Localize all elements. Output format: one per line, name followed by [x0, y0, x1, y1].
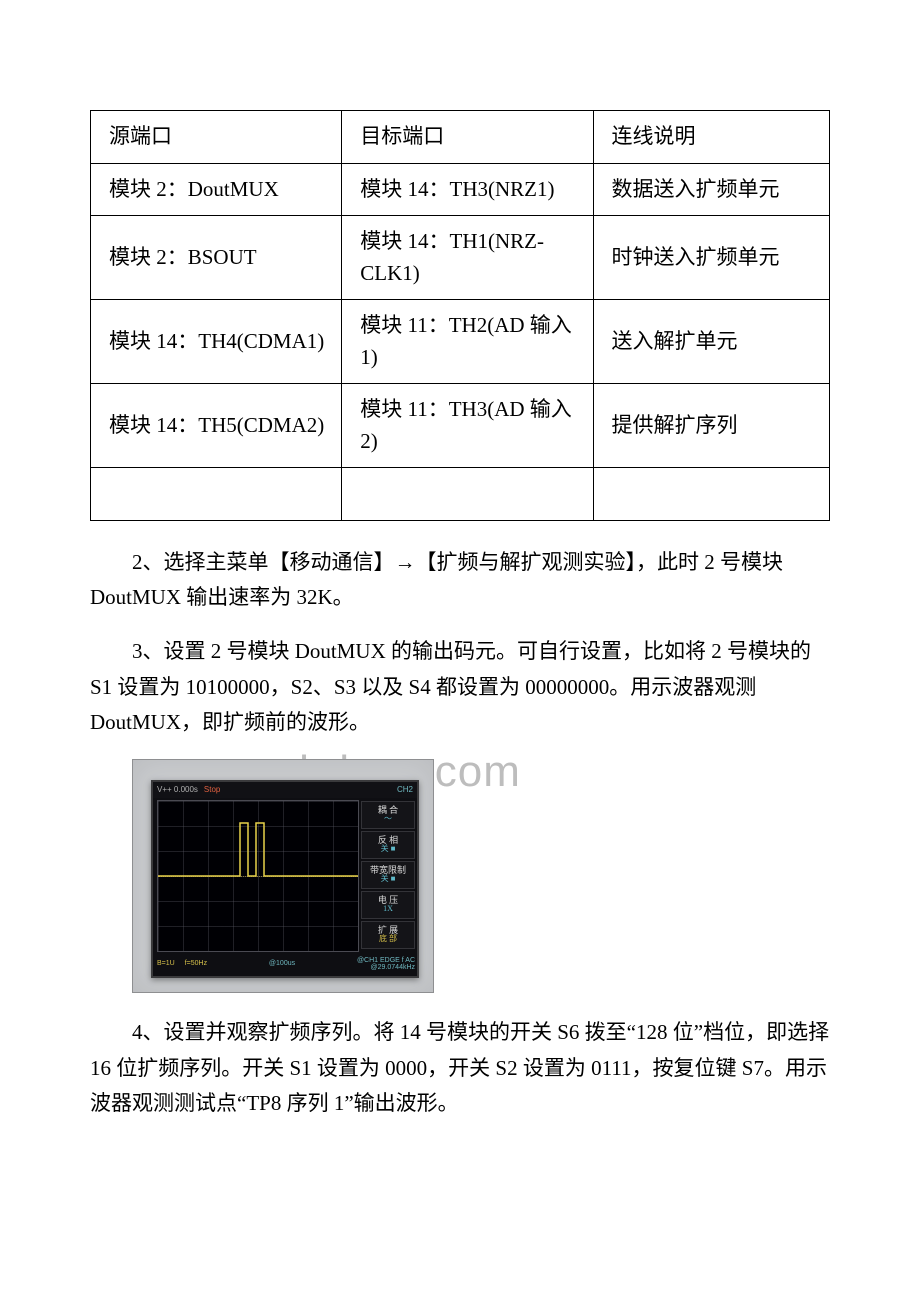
header-src: 源端口 — [91, 111, 342, 164]
scope-top-mid: Stop — [204, 785, 220, 794]
scope-bottombar: B=1U f=50Hz @100us @CH1 EDGE f AC @29.07… — [157, 954, 415, 974]
connection-table: 源端口 目标端口 连线说明 模块 2：DoutMUX 模块 14：TH3(NRZ… — [90, 110, 830, 521]
menu-value: ～ — [384, 815, 392, 824]
menu-value: 1X — [383, 905, 393, 914]
cell-dst: 模块 14：TH1(NRZ-CLK1) — [342, 216, 593, 300]
menu-value: 关 ■ — [381, 875, 396, 884]
scope-menu-bwlimit: 带宽限制 关 ■ — [361, 861, 415, 889]
cell-src: 模块 14：TH4(CDMA1) — [91, 300, 342, 384]
menu-value: 底 部 — [379, 935, 397, 944]
scope-and-watermark: www.bdocx.com V++ 0.000s Stop CH2 耦 合 — [90, 759, 830, 993]
cell-src: 模块 14：TH5(CDMA2) — [91, 384, 342, 468]
document-page: 源端口 目标端口 连线说明 模块 2：DoutMUX 模块 14：TH3(NRZ… — [0, 0, 920, 1200]
scope-menu-voltage: 电 压 1X — [361, 891, 415, 919]
scope-sidebar: 耦 合 ～ 反 相 关 ■ 带宽限制 关 ■ 电 压 1X — [361, 800, 415, 950]
cell-desc: 送入解扩单元 — [593, 300, 830, 384]
paragraph-3-wrap: 3、设置 2 号模块 DoutMUX 的输出码元。可自行设置，比如将 2 号模块… — [90, 634, 830, 741]
table-header-row: 源端口 目标端口 连线说明 — [91, 111, 830, 164]
cell-empty — [342, 468, 593, 521]
scope-bb-right2: @29.0744kHz — [371, 964, 415, 971]
scope-top-left: V++ 0.000s — [157, 785, 198, 794]
menu-value: 关 ■ — [381, 845, 396, 854]
scope-menu-invert: 反 相 关 ■ — [361, 831, 415, 859]
cell-dst: 模块 14：TH3(NRZ1) — [342, 163, 593, 216]
table-row-empty — [91, 468, 830, 521]
cell-src: 模块 2：DoutMUX — [91, 163, 342, 216]
scope-bb-left1: B=1U — [157, 960, 175, 967]
cell-dst: 模块 11：TH2(AD 输入 1) — [342, 300, 593, 384]
cell-desc: 时钟送入扩频单元 — [593, 216, 830, 300]
cell-desc: 提供解扩序列 — [593, 384, 830, 468]
table-row: 模块 14：TH5(CDMA2) 模块 11：TH3(AD 输入 2) 提供解扩… — [91, 384, 830, 468]
scope-top-right: CH2 — [397, 785, 413, 794]
table-row: 模块 2：DoutMUX 模块 14：TH3(NRZ1) 数据送入扩频单元 — [91, 163, 830, 216]
table-row: 模块 14：TH4(CDMA1) 模块 11：TH2(AD 输入 1) 送入解扩… — [91, 300, 830, 384]
scope-topbar: V++ 0.000s Stop CH2 — [153, 782, 417, 798]
cell-empty — [593, 468, 830, 521]
cell-dst: 模块 11：TH3(AD 输入 2) — [342, 384, 593, 468]
scope-menu-coupling: 耦 合 ～ — [361, 801, 415, 829]
scope-bb-right1: @CH1 EDGE f AC — [357, 957, 415, 964]
paragraph-3: 3、设置 2 号模块 DoutMUX 的输出码元。可自行设置，比如将 2 号模块… — [90, 634, 830, 741]
scope-bb-left2: f=50Hz — [185, 960, 207, 967]
paragraph-2: 2、选择主菜单【移动通信】→【扩频与解扩观测实验】，此时 2 号模块 DoutM… — [90, 545, 830, 616]
oscilloscope-screen: V++ 0.000s Stop CH2 耦 合 ～ 反 相 — [151, 780, 419, 978]
header-desc: 连线说明 — [593, 111, 830, 164]
cell-empty — [91, 468, 342, 521]
header-dst: 目标端口 — [342, 111, 593, 164]
scope-grid — [157, 800, 359, 952]
scope-trace — [158, 801, 358, 951]
oscilloscope-photo: V++ 0.000s Stop CH2 耦 合 ～ 反 相 — [132, 759, 434, 993]
cell-src: 模块 2：BSOUT — [91, 216, 342, 300]
scope-bb-mid: @100us — [269, 960, 295, 967]
cell-desc: 数据送入扩频单元 — [593, 163, 830, 216]
scope-menu-expand: 扩 展 底 部 — [361, 921, 415, 949]
table-row: 模块 2：BSOUT 模块 14：TH1(NRZ-CLK1) 时钟送入扩频单元 — [91, 216, 830, 300]
paragraph-4: 4、设置并观察扩频序列。将 14 号模块的开关 S6 拨至“128 位”档位，即… — [90, 1015, 830, 1122]
